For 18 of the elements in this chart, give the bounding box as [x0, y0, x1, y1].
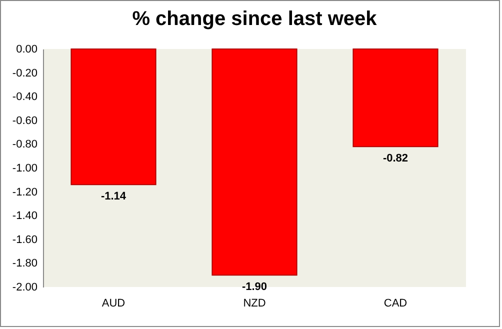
x-tick-label: AUD — [102, 298, 126, 310]
x-tick-label: NZD — [243, 298, 266, 310]
data-label: -1.14 — [100, 190, 127, 203]
y-tick-label: -0.80 — [12, 138, 38, 151]
y-tick-label: -1.40 — [12, 210, 38, 222]
y-tick-label: -0.60 — [12, 114, 38, 127]
y-tick-label: -1.80 — [12, 258, 38, 270]
y-tick-label: -0.20 — [12, 67, 38, 80]
x-tick-label: CAD — [384, 298, 408, 310]
y-tick-label: -0.40 — [12, 91, 38, 104]
y-tick-label: -1.00 — [12, 162, 38, 174]
y-tick-label: -1.60 — [12, 234, 38, 246]
chart-title: % change since last week — [132, 8, 378, 30]
data-label: -0.82 — [382, 152, 408, 165]
y-tick-label: -2.00 — [12, 282, 38, 294]
data-label: -1.90 — [242, 281, 268, 294]
y-tick-label: -1.20 — [12, 186, 38, 198]
y-tick-label: 0.00 — [16, 44, 38, 56]
